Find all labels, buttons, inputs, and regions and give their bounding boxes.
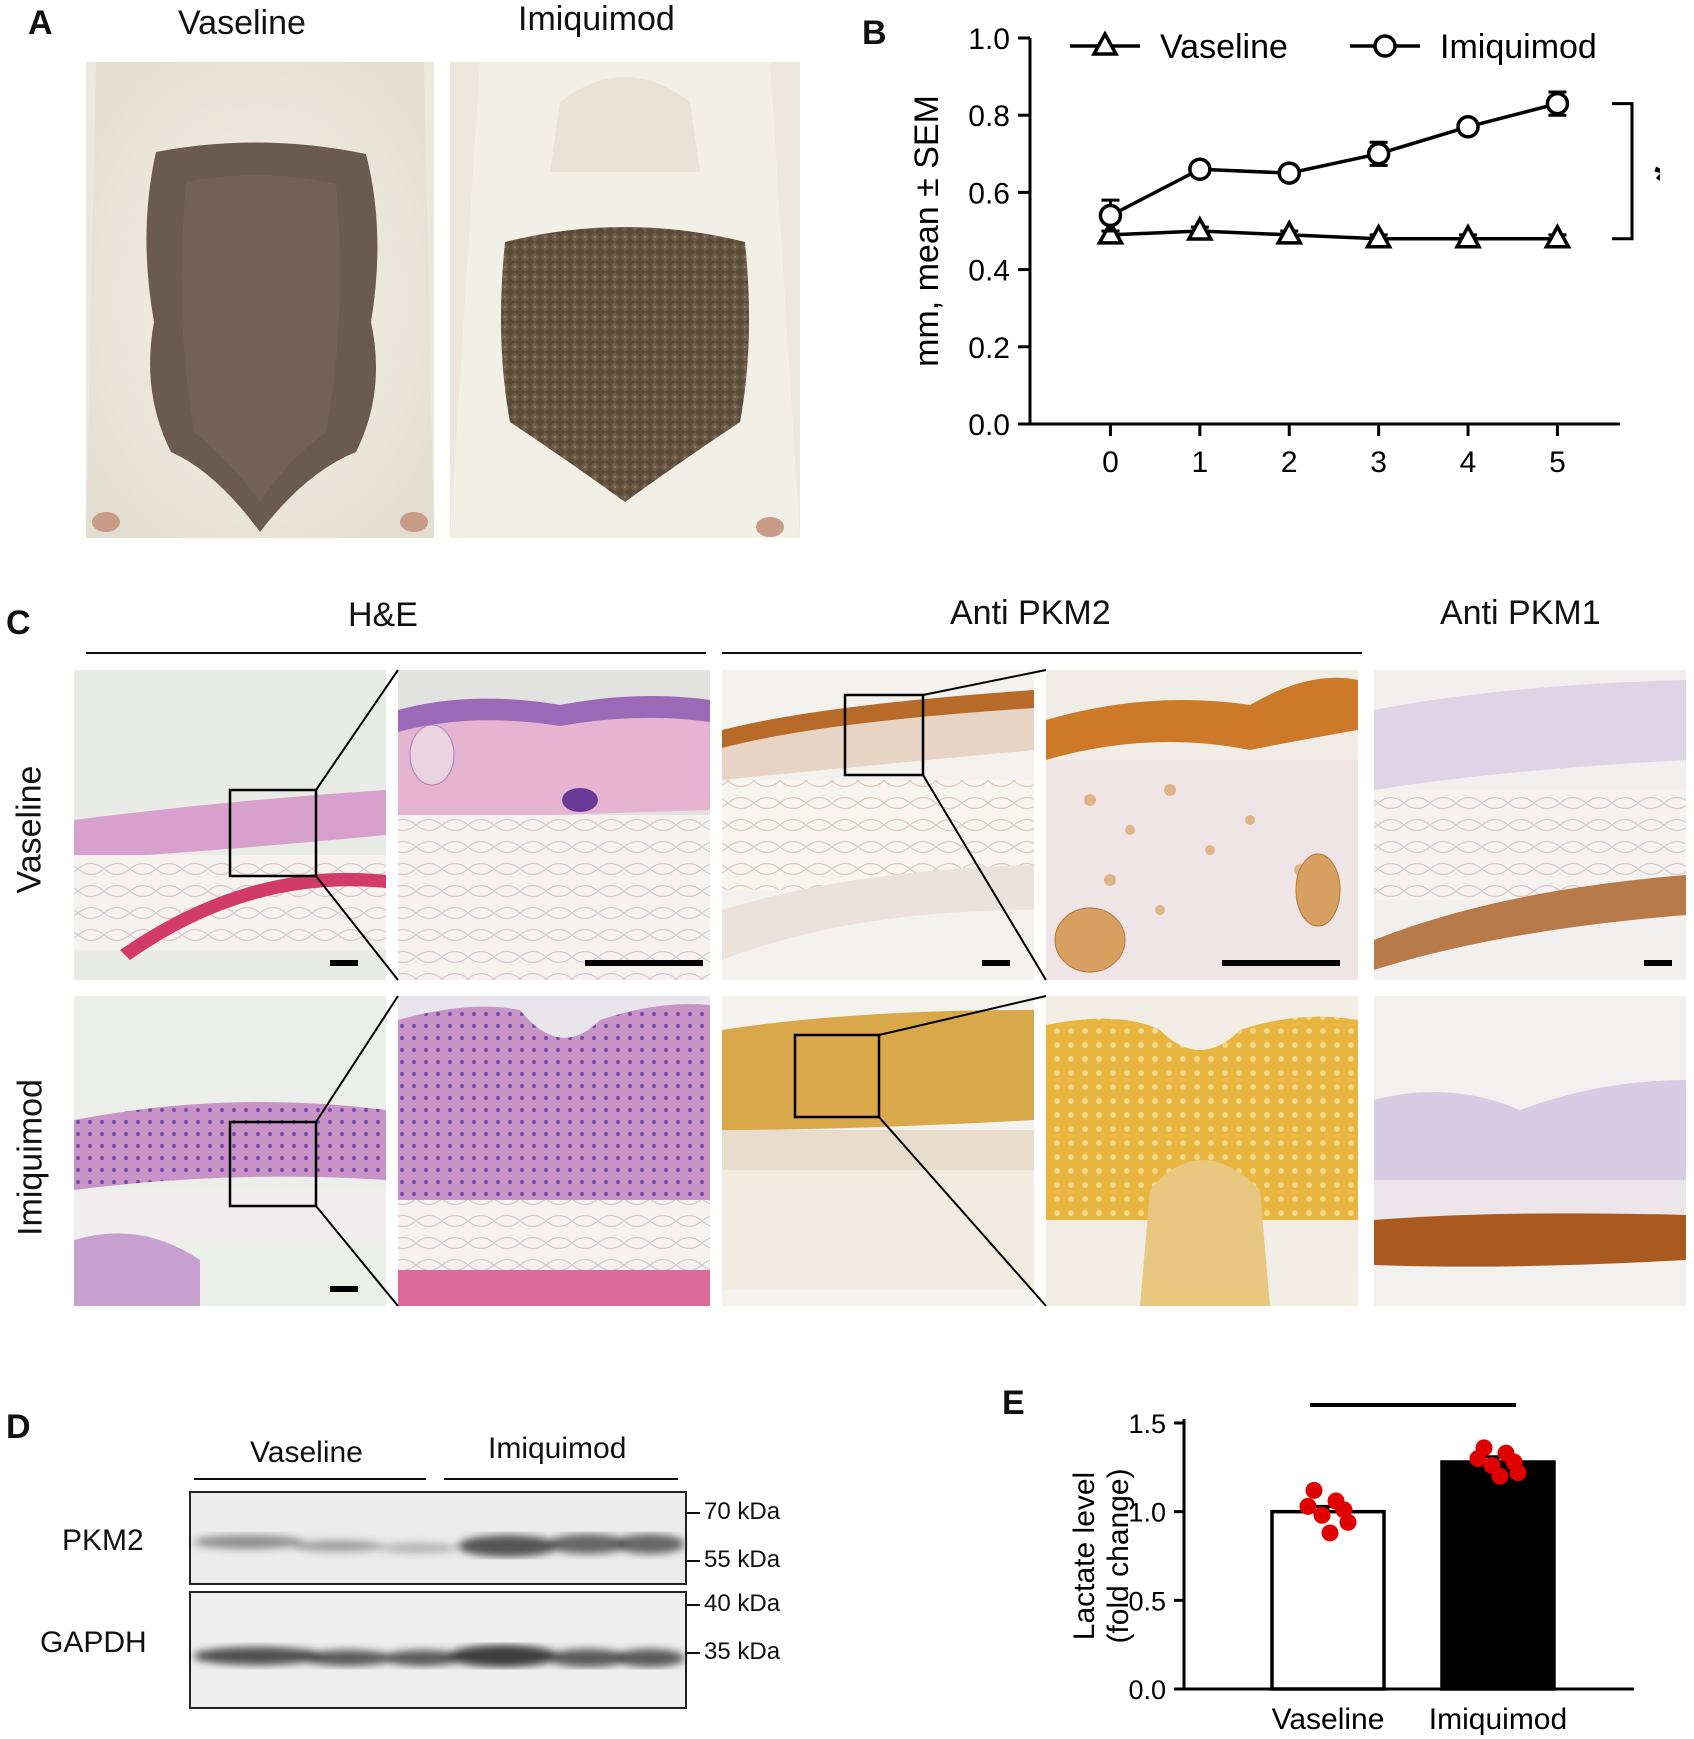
data-point-imiquimod	[1277, 161, 1301, 185]
y-tick-label: 0.6	[968, 177, 1010, 210]
marker-40-tick	[686, 1604, 700, 1606]
western-blot	[189, 1491, 687, 1709]
data-point-imiquimod	[1456, 115, 1480, 139]
y-axis-label: Lactate level(fold change)	[1068, 1468, 1135, 1643]
data-point-vaseline	[1096, 219, 1125, 245]
he-imiquimod-zoom	[398, 996, 710, 1306]
x-tick-label: 3	[1370, 446, 1387, 479]
x-tick-label: 4	[1460, 446, 1477, 479]
panel-e-bar-chart: 0.0 0.5 1.0 1.5 Lactate level(fold change) Va…	[1068, 1389, 1634, 1736]
imiquimod-mouse-photo	[450, 62, 800, 538]
x-tick-label: 0	[1102, 446, 1119, 479]
panel-label-c: C	[6, 604, 31, 642]
panel-a-title-imiquimod: Imiquimod	[518, 0, 675, 38]
vaseline-mouse-photo	[86, 62, 434, 538]
y-tick-label: 0.4	[968, 255, 1010, 288]
data-point	[1491, 1467, 1509, 1485]
x-axis-label: Days post Imiquimod	[1166, 516, 1483, 520]
data-point-imiquimod	[1366, 142, 1391, 166]
panel-c-header-anti-pkm2: Anti PKM2	[950, 594, 1111, 632]
marker-55-tick	[686, 1560, 700, 1562]
data-point	[1339, 1513, 1357, 1531]
y-tick-label: 0.5	[1128, 1586, 1166, 1616]
series-line-imiquimod	[1109, 101, 1558, 218]
panel-label-d: D	[6, 1408, 31, 1446]
blot-label-gapdh: GAPDH	[40, 1626, 147, 1659]
y-tick-label: 0.2	[968, 332, 1010, 365]
panel-label-a: A	[28, 4, 53, 42]
he-vaseline-zoom	[398, 670, 710, 980]
y-tick-label: 1.5	[1128, 1409, 1166, 1439]
significance-star: *	[1404, 1389, 1423, 1410]
x-tick-label: 1	[1192, 446, 1209, 479]
x-tick-label: Imiquimod	[1429, 1703, 1567, 1736]
x-tick-label: 5	[1549, 446, 1566, 479]
legend-label-imiquimod: Imiquimod	[1440, 28, 1597, 66]
data-point	[1305, 1481, 1323, 1499]
significance-bracket	[1612, 102, 1634, 241]
y-tick-label: 0.8	[968, 100, 1010, 133]
pkm2-imiquimod-zoom	[1046, 996, 1358, 1306]
he-header-rule	[86, 652, 706, 654]
marker-70-kda: 70 kDa	[704, 1498, 781, 1525]
legend-label-vaseline: Vaseline	[1160, 28, 1288, 66]
data-point	[1509, 1464, 1527, 1482]
panel-label-e: E	[1002, 1384, 1025, 1422]
bar-vaseline	[1270, 1509, 1386, 1691]
y-tick-label: 0.0	[968, 409, 1010, 442]
data-point-vaseline	[1543, 223, 1572, 249]
panel-c-header-anti-pkm1: Anti PKM1	[1440, 594, 1601, 632]
data-point-imiquimod	[1545, 91, 1570, 116]
data-point	[1469, 1449, 1487, 1467]
y-tick-label: 0.0	[1128, 1675, 1166, 1705]
blot-group-imiquimod: Imiquimod	[488, 1432, 627, 1465]
data-point-vaseline	[1454, 223, 1482, 249]
histology-grid	[74, 669, 1686, 1307]
pkm2-vaseline-low	[722, 670, 1034, 980]
y-axis-label: mm, mean ± SEM	[908, 95, 946, 367]
x-tick-label: Vaseline	[1272, 1703, 1385, 1736]
x-tick-label: 2	[1281, 446, 1298, 479]
pkm1-vaseline	[1374, 670, 1686, 980]
he-vaseline-low	[74, 670, 386, 980]
pkm2-imiquimod-low	[722, 996, 1034, 1306]
y-tick-label: 1.0	[968, 23, 1010, 56]
panel-b-line-chart: 0.0 0.2 0.4 0.6 0.8 1.0 0 1 2 3 4 5 Days post Imiqui…	[908, 23, 1660, 520]
data-point	[1321, 1524, 1339, 1542]
data-point-imiquimod	[1098, 203, 1123, 228]
bar-imiquimod	[1440, 1460, 1556, 1691]
data-point	[1313, 1506, 1331, 1524]
series-line-vaseline	[1110, 229, 1558, 241]
marker-35-tick	[686, 1652, 700, 1654]
blot-group-vaseline: Vaseline	[250, 1436, 363, 1469]
panel-a-title-vaseline: Vaseline	[178, 4, 306, 42]
panel-label-b: B	[862, 14, 887, 52]
pkm2-vaseline-zoom	[1046, 670, 1358, 980]
data-point-vaseline	[1185, 215, 1214, 241]
y-axis-label-line: Lactate level	[1068, 1472, 1101, 1640]
data-point-imiquimod	[1188, 157, 1212, 181]
marker-35-kda: 35 kDa	[704, 1638, 781, 1665]
pkm2-header-rule	[722, 652, 1362, 654]
significance-star: *	[1654, 152, 1660, 208]
y-axis-label-line: (fold change)	[1102, 1468, 1135, 1643]
marker-70-tick	[686, 1512, 700, 1514]
pkm1-imiquimod	[1374, 996, 1686, 1306]
blot-imiquimod-rule	[444, 1478, 678, 1480]
blot-vaseline-rule	[194, 1478, 426, 1480]
blot-label-pkm2: PKM2	[62, 1524, 144, 1557]
legend-marker	[1091, 30, 1119, 56]
marker-55-kda: 55 kDa	[704, 1546, 781, 1573]
legend-marker	[1373, 34, 1397, 58]
data-point-vaseline	[1364, 223, 1393, 249]
panel-c-header-he: H&E	[348, 596, 418, 634]
data-point-vaseline	[1275, 219, 1304, 245]
marker-40-kda: 40 kDa	[704, 1590, 781, 1617]
y-tick-label: 1.0	[1128, 1498, 1166, 1528]
he-imiquimod-low	[74, 996, 386, 1306]
data-point	[1299, 1497, 1317, 1515]
